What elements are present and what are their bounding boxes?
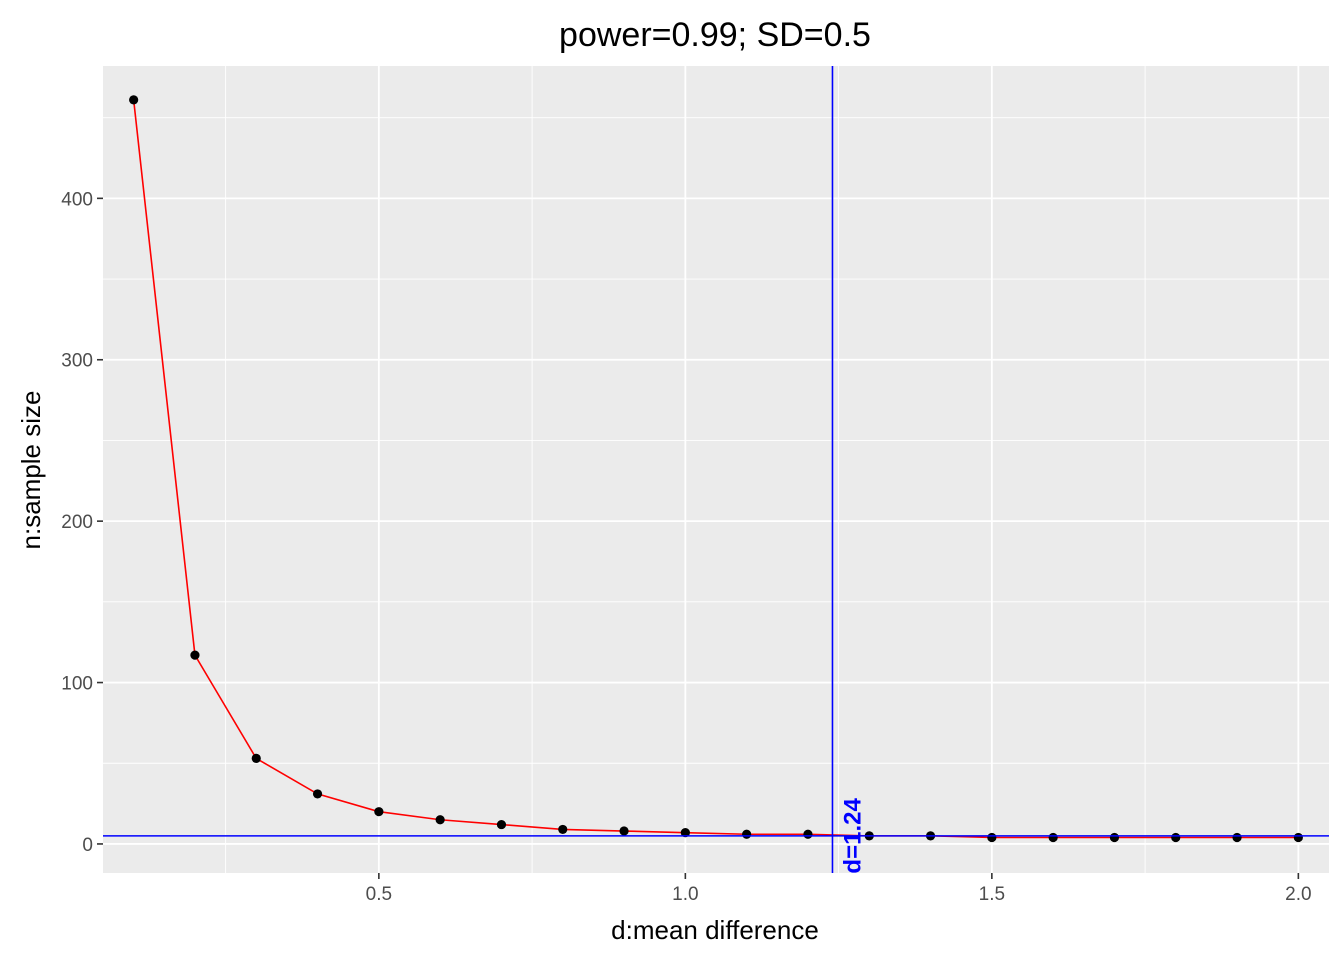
data-point bbox=[803, 829, 813, 839]
x-axis-ticks: 0.5 1.0 1.5 2.0 bbox=[366, 873, 1312, 905]
y-tick-label: 400 bbox=[61, 189, 93, 210]
data-point bbox=[374, 807, 384, 817]
chart-title: power=0.99; SD=0.5 bbox=[559, 16, 871, 54]
data-point bbox=[190, 650, 200, 660]
y-tick-label: 200 bbox=[61, 512, 93, 533]
data-point bbox=[1171, 832, 1181, 843]
data-point bbox=[1109, 832, 1120, 843]
data-point bbox=[742, 829, 752, 839]
panel-background bbox=[103, 66, 1329, 873]
data-points bbox=[129, 95, 1303, 843]
y-axis-title: n:sample size bbox=[16, 391, 46, 550]
data-point bbox=[987, 832, 997, 843]
data-point bbox=[1048, 832, 1058, 843]
data-point bbox=[251, 753, 261, 764]
data-point bbox=[680, 828, 690, 838]
minor-gridlines bbox=[103, 66, 1329, 873]
data-point bbox=[619, 826, 629, 836]
x-tick-label: 0.5 bbox=[366, 884, 392, 905]
y-axis-ticks: 0 100 200 300 400 bbox=[61, 189, 103, 856]
data-point bbox=[558, 824, 568, 835]
plot-layer: d=1.24 bbox=[103, 66, 1329, 874]
x-axis-title: d:mean difference bbox=[611, 915, 819, 945]
data-point bbox=[1232, 832, 1242, 843]
x-tick-label: 2.0 bbox=[1285, 884, 1311, 905]
x-tick-label: 1.5 bbox=[979, 884, 1005, 905]
data-point bbox=[129, 95, 139, 105]
y-tick-label: 300 bbox=[61, 351, 93, 372]
data-point bbox=[435, 815, 445, 825]
series-line bbox=[132, 99, 1299, 839]
data-point bbox=[1293, 832, 1303, 843]
major-gridlines bbox=[103, 66, 1329, 873]
x-tick-label: 1.0 bbox=[672, 884, 698, 905]
y-tick-label: 100 bbox=[61, 674, 93, 695]
y-tick-label: 0 bbox=[82, 835, 93, 856]
data-point bbox=[496, 819, 507, 830]
data-point bbox=[312, 789, 323, 799]
reference-vertical-label: d=1.24 bbox=[839, 798, 866, 874]
